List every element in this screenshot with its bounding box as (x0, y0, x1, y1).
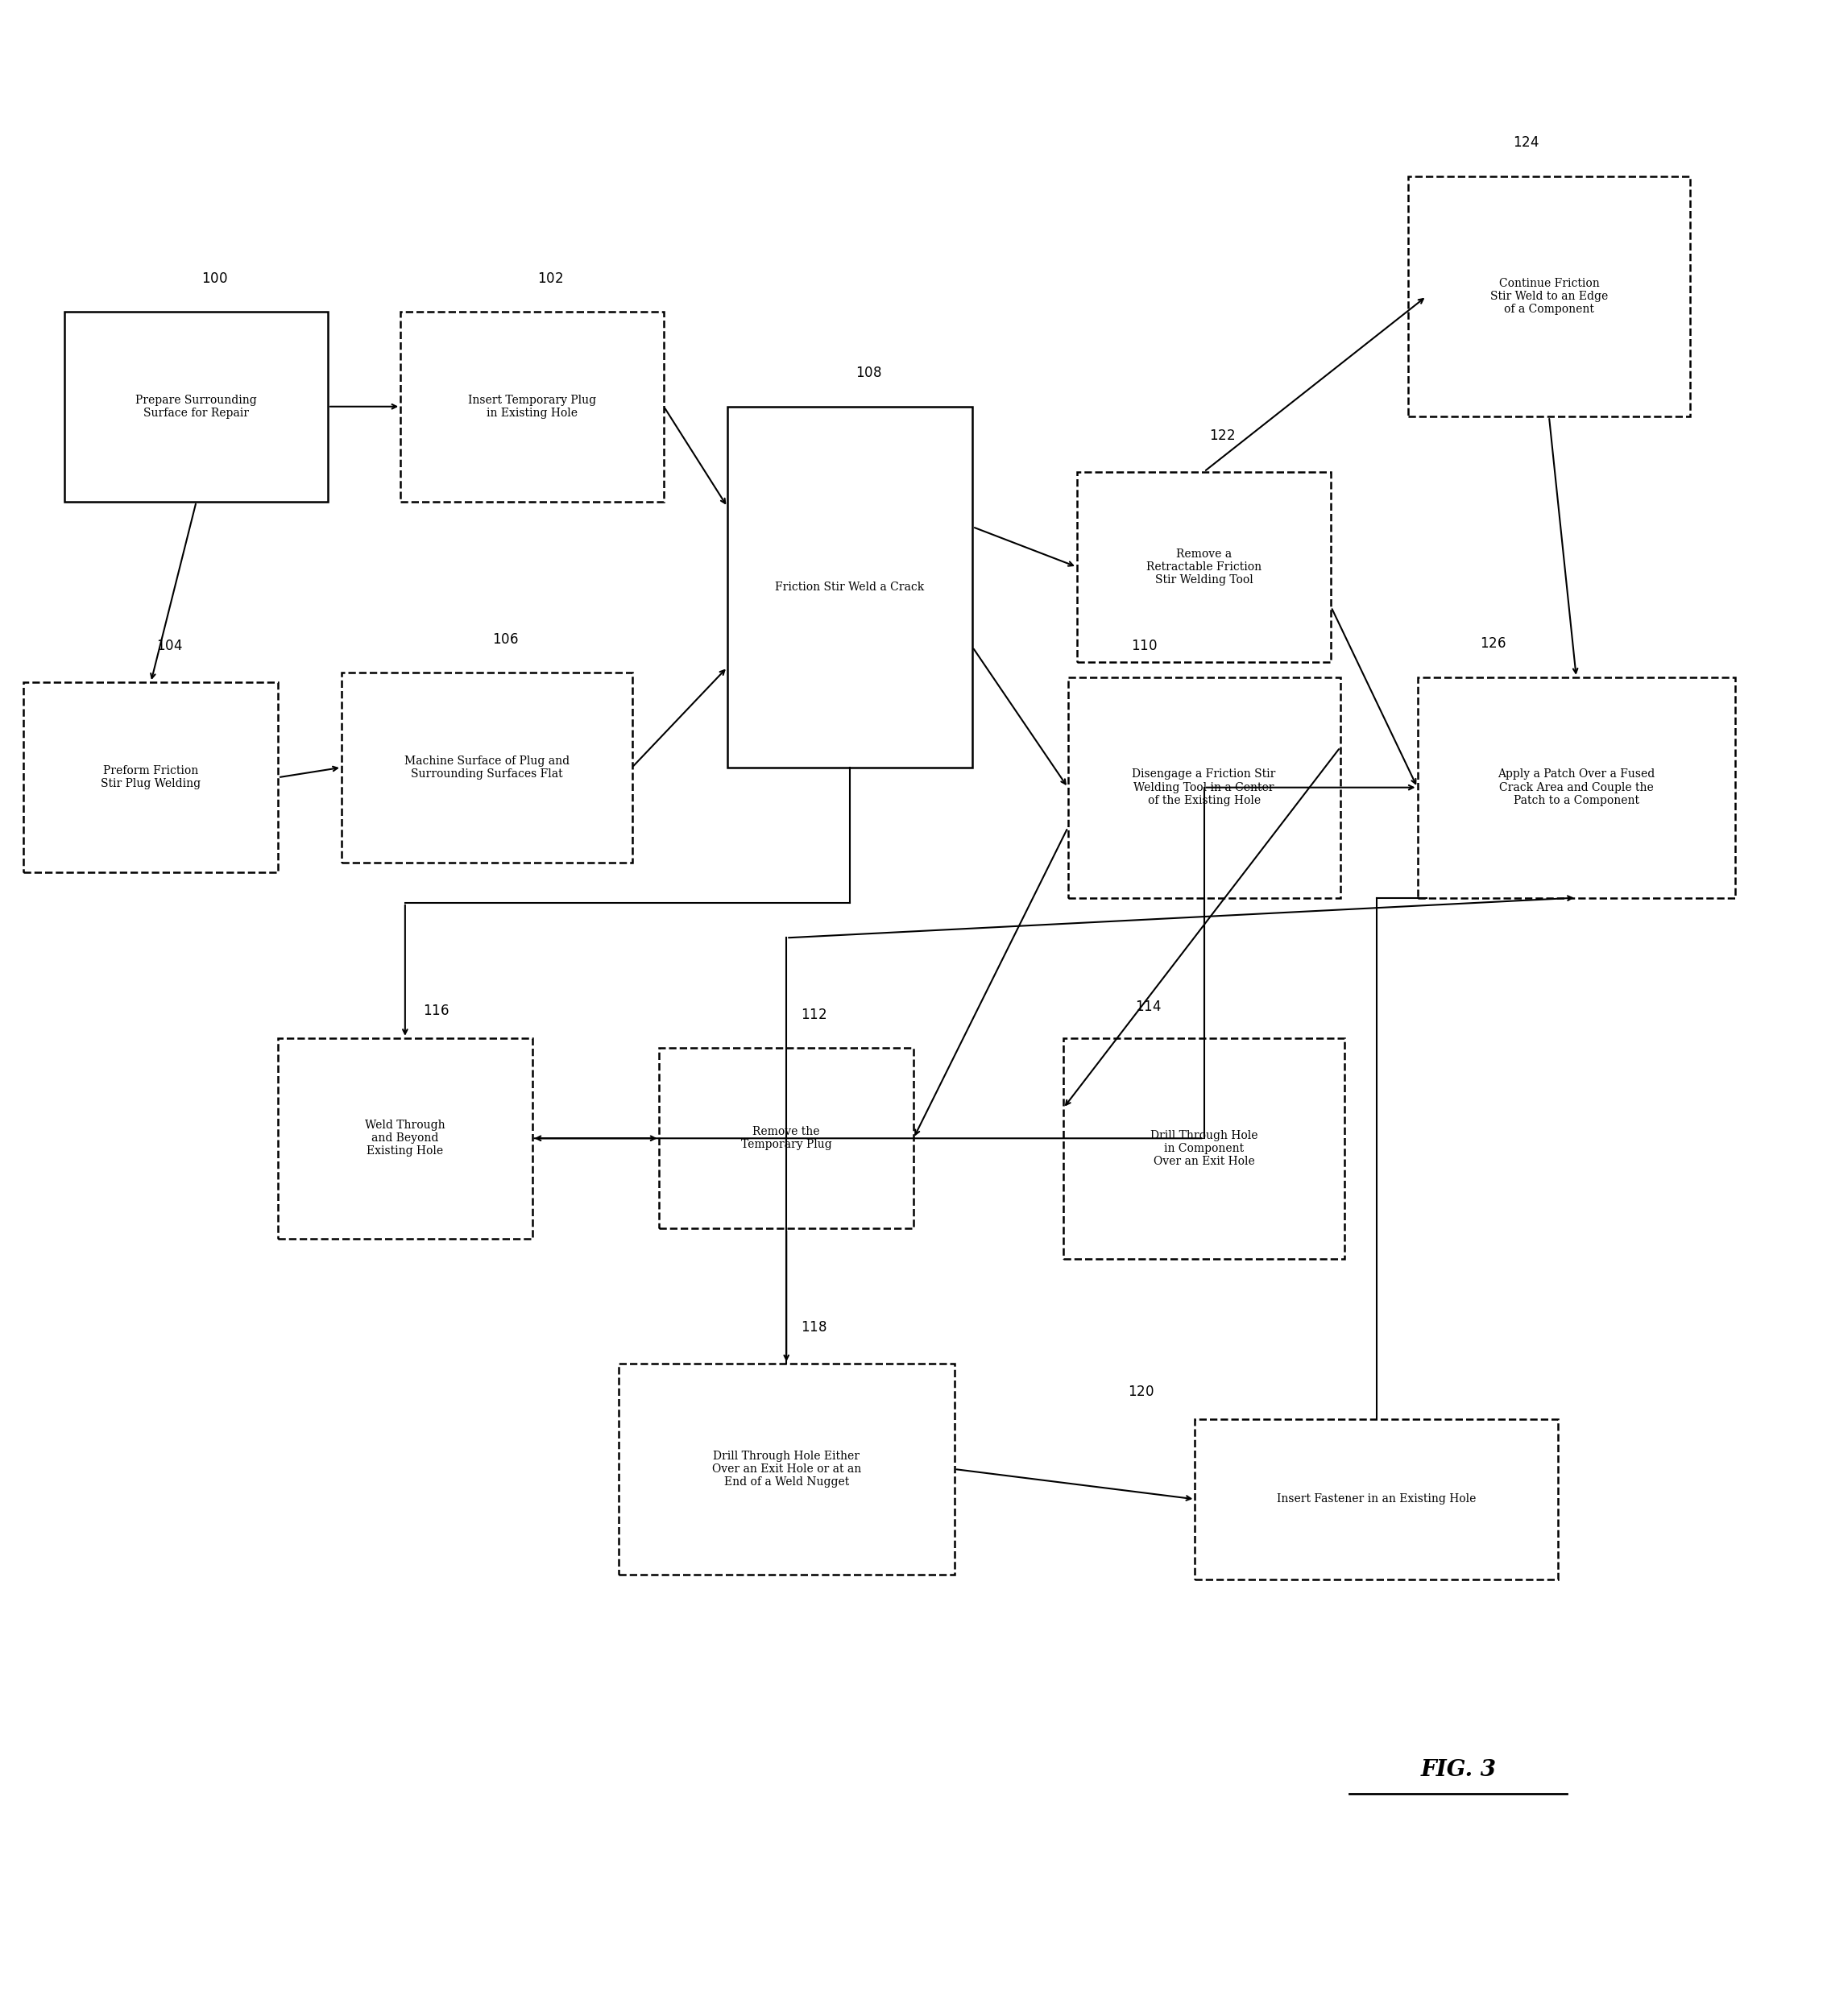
FancyBboxPatch shape (400, 310, 663, 502)
Text: Insert Fastener in an Existing Hole: Insert Fastener in an Existing Hole (1277, 1494, 1476, 1504)
Text: FIG. 3: FIG. 3 (1420, 1758, 1496, 1780)
Text: Remove the
Temporary Plug: Remove the Temporary Plug (742, 1127, 831, 1151)
FancyBboxPatch shape (1063, 1038, 1345, 1258)
Text: $\mathit{110}$: $\mathit{110}$ (1131, 639, 1158, 653)
Text: $\mathit{120}$: $\mathit{120}$ (1127, 1385, 1155, 1399)
FancyBboxPatch shape (278, 1038, 532, 1238)
FancyBboxPatch shape (660, 1048, 914, 1228)
FancyBboxPatch shape (24, 681, 278, 873)
FancyBboxPatch shape (1195, 1419, 1558, 1579)
Text: Drill Through Hole Either
Over an Exit Hole or at an
End of a Weld Nugget: Drill Through Hole Either Over an Exit H… (713, 1450, 861, 1488)
FancyBboxPatch shape (727, 407, 972, 768)
Text: Drill Through Hole
in Component
Over an Exit Hole: Drill Through Hole in Component Over an … (1151, 1129, 1257, 1167)
Text: $\mathit{126}$: $\mathit{126}$ (1480, 637, 1505, 651)
Text: Weld Through
and Beyond
Existing Hole: Weld Through and Beyond Existing Hole (365, 1119, 446, 1157)
FancyBboxPatch shape (1067, 677, 1341, 897)
Text: $\mathit{108}$: $\mathit{108}$ (855, 367, 882, 381)
Text: $\mathit{106}$: $\mathit{106}$ (491, 633, 519, 647)
Text: $\mathit{112}$: $\mathit{112}$ (800, 1008, 828, 1022)
Text: Remove a
Retractable Friction
Stir Welding Tool: Remove a Retractable Friction Stir Weldi… (1146, 548, 1262, 585)
Text: Friction Stir Weld a Crack: Friction Stir Weld a Crack (775, 581, 924, 593)
FancyBboxPatch shape (1076, 472, 1332, 661)
Text: $\mathit{118}$: $\mathit{118}$ (800, 1320, 828, 1335)
Text: $\mathit{116}$: $\mathit{116}$ (424, 1004, 449, 1018)
FancyBboxPatch shape (618, 1365, 954, 1574)
Text: $\mathit{100}$: $\mathit{100}$ (201, 272, 228, 286)
Text: $\mathit{122}$: $\mathit{122}$ (1209, 429, 1235, 444)
FancyBboxPatch shape (1409, 175, 1690, 417)
Text: Machine Surface of Plug and
Surrounding Surfaces Flat: Machine Surface of Plug and Surrounding … (404, 756, 570, 780)
FancyBboxPatch shape (342, 671, 632, 863)
Text: $\mathit{104}$: $\mathit{104}$ (157, 639, 183, 653)
Text: $\mathit{102}$: $\mathit{102}$ (537, 272, 563, 286)
Text: Prepare Surrounding
Surface for Repair: Prepare Surrounding Surface for Repair (135, 395, 258, 419)
Text: Preform Friction
Stir Plug Welding: Preform Friction Stir Plug Welding (100, 766, 201, 790)
FancyBboxPatch shape (64, 310, 327, 502)
Text: $\mathit{124}$: $\mathit{124}$ (1513, 137, 1538, 149)
Text: Continue Friction
Stir Weld to an Edge
of a Component: Continue Friction Stir Weld to an Edge o… (1491, 278, 1608, 314)
FancyBboxPatch shape (1418, 677, 1736, 897)
Text: Apply a Patch Over a Fused
Crack Area and Couple the
Patch to a Component: Apply a Patch Over a Fused Crack Area an… (1498, 768, 1655, 806)
Text: $\mathit{114}$: $\mathit{114}$ (1135, 1000, 1162, 1014)
Text: Insert Temporary Plug
in Existing Hole: Insert Temporary Plug in Existing Hole (468, 395, 596, 419)
Text: Disengage a Friction Stir
Welding Tool in a Center
of the Existing Hole: Disengage a Friction Stir Welding Tool i… (1133, 768, 1275, 806)
